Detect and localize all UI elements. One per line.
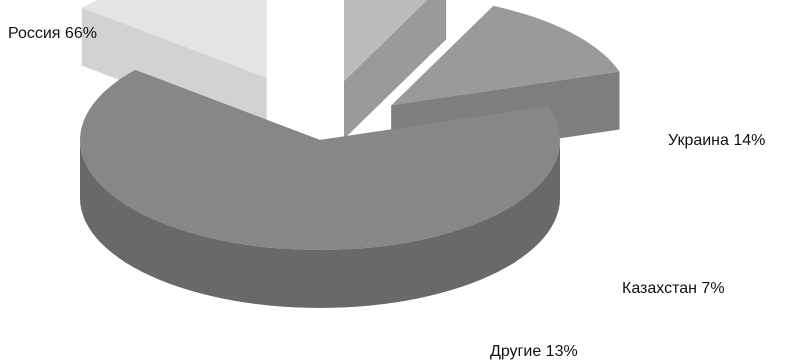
slice-1-side-1 <box>80 140 560 308</box>
slice-1-top <box>80 69 560 251</box>
label-others: Другие 13% <box>490 343 578 360</box>
slice-4-top <box>391 5 620 106</box>
label-kazakhstan: Казахстан 7% <box>622 280 725 297</box>
slice-1 <box>80 69 560 308</box>
slices-layer <box>80 0 620 308</box>
label-russia: Россия 66% <box>8 25 97 42</box>
slice-2-top <box>81 0 267 78</box>
slice-3-wall-2 <box>343 0 447 139</box>
slice-3 <box>343 0 447 139</box>
slice-3-top <box>343 0 428 81</box>
label-ukraine: Украина 14% <box>668 132 765 149</box>
labels-layer: Россия 66% Украина 14% Казахстан 7% Друг… <box>8 25 765 360</box>
